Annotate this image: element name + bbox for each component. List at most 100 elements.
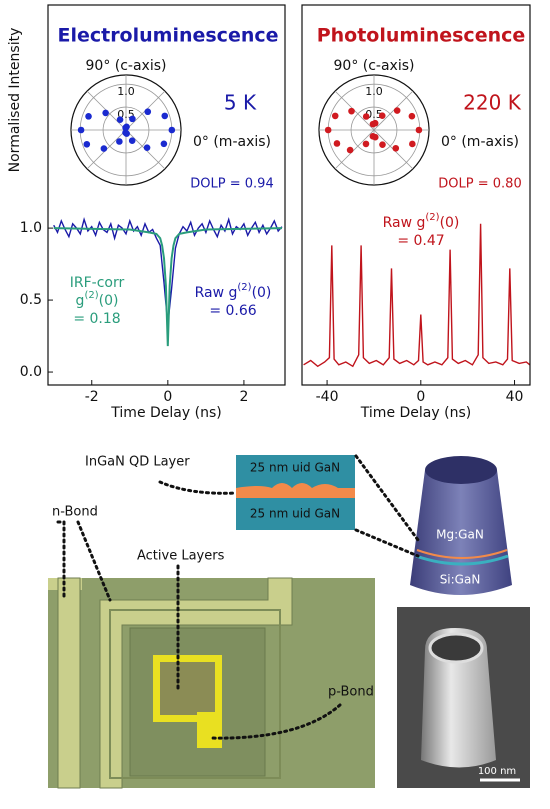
polar-tick-label: 1.0: [365, 85, 383, 98]
sem-image: 100 nm: [397, 607, 530, 788]
polar-point: [128, 137, 136, 145]
polar-point: [348, 107, 355, 115]
x-axis-label: Time Delay (ns): [360, 405, 471, 421]
annotation-text: (0): [99, 293, 119, 309]
polar-point: [160, 140, 168, 148]
data-line: [53, 227, 283, 347]
annotation-sup: (2): [425, 212, 439, 223]
y-axis-label: Normalised Intensity: [7, 28, 23, 173]
x-tick-label: 0: [163, 389, 172, 405]
leader: [158, 480, 238, 495]
polar-point: [161, 112, 169, 120]
diagram-label: InGaN QD Layer: [85, 455, 190, 470]
polar-point: [83, 140, 91, 148]
polar-point: [346, 146, 354, 154]
polar-label: 0° (m-axis): [193, 134, 271, 150]
polar-point: [362, 113, 370, 120]
polar-tick-label: 0.5: [365, 108, 383, 121]
polar-point: [393, 107, 401, 114]
chart-title: Electroluminescence: [57, 25, 278, 47]
polar-point: [123, 130, 130, 137]
polar-point: [379, 141, 386, 148]
polar-point: [333, 140, 341, 147]
annotation-text: IRF-corr: [70, 275, 125, 291]
dolp: DOLP = 0.94: [190, 177, 273, 192]
x-tick-label: 40: [506, 389, 524, 405]
leader: [354, 454, 420, 542]
polar-point: [77, 126, 85, 134]
plot-frame: [301, 4, 531, 386]
annotation: IRF-corr: [70, 275, 125, 291]
polar-ring: [102, 106, 150, 154]
polar-point: [331, 112, 339, 120]
y-tick-label: 1.0: [20, 220, 42, 236]
polar-point: [100, 145, 108, 152]
x-axis-label: Time Delay (ns): [110, 405, 221, 421]
polar-ring: [350, 106, 398, 154]
leader: [76, 520, 112, 602]
polar-point: [415, 126, 423, 134]
annotation: = 0.18: [73, 311, 120, 327]
layer-label: Mg:GaN: [436, 528, 484, 542]
annotation-text: g: [76, 293, 85, 309]
diagram-label: p-Bond: [328, 685, 374, 700]
annotation-text: Raw g: [383, 215, 426, 231]
layer-label: 25 nm uid GaN: [250, 507, 340, 521]
x-tick-label: 0: [416, 389, 425, 405]
layer-label: 25 nm uid GaN: [250, 461, 340, 475]
polar-label: 90° (c-axis): [86, 58, 167, 74]
annotation: = 0.47: [397, 233, 444, 249]
annotation: Raw g(2)(0): [383, 212, 460, 231]
polar-point: [122, 124, 129, 132]
leader: [208, 703, 342, 740]
polar-point: [168, 126, 176, 134]
x-tick-label: -40: [316, 389, 339, 405]
annotation-text: = 0.66: [209, 303, 256, 319]
polar-point: [369, 120, 377, 128]
polar-label: 90° (c-axis): [334, 58, 415, 74]
polar-spoke: [334, 90, 414, 170]
polar-point: [409, 140, 416, 148]
x-tick-label: 2: [239, 389, 248, 405]
polar-point: [392, 144, 400, 152]
polar-point: [116, 138, 123, 145]
polar-point: [102, 109, 109, 117]
annotation: = 0.66: [209, 303, 256, 319]
annotation-text: = 0.18: [73, 311, 120, 327]
diagram-label: Active Layers: [137, 549, 225, 564]
layer-stack: 25 nm uid GaN 25 nm uid GaN: [236, 455, 355, 530]
annotation: Raw g(2)(0): [195, 282, 272, 301]
micrograph: [48, 577, 375, 789]
y-tick-label: 0.0: [20, 364, 42, 380]
polar-label: 0° (m-axis): [441, 134, 519, 150]
nanopillar: Mg:GaN Si:GaN: [410, 456, 512, 595]
polar-point: [144, 108, 152, 116]
polar-point: [143, 144, 151, 151]
layer-label: Si:GaN: [440, 573, 481, 587]
polar-point: [85, 113, 92, 120]
polar-point: [362, 140, 370, 148]
diagram-label: n-Bond: [52, 505, 98, 520]
polar-point: [378, 112, 386, 120]
annotation-sup: (2): [84, 290, 98, 301]
annotation-sup: (2): [237, 282, 251, 293]
plot-frame: [47, 4, 286, 386]
polar-point: [129, 115, 136, 123]
annotation: g(2)(0): [76, 290, 119, 309]
polar-point: [408, 112, 416, 120]
polar-point: [324, 126, 332, 134]
polar-point: [116, 116, 124, 123]
leader: [56, 520, 66, 602]
annotation-text: Raw g: [195, 285, 238, 301]
x-tick-label: -2: [85, 389, 99, 405]
temperature: 5 K: [224, 91, 257, 115]
annotation-text: (0): [440, 215, 460, 231]
chart-title: Photoluminescence: [317, 25, 526, 47]
dolp: DOLP = 0.80: [438, 177, 521, 192]
annotation-text: = 0.47: [397, 233, 444, 249]
annotation-text: (0): [252, 285, 272, 301]
scale-label: 100 nm: [478, 766, 516, 777]
polar-point: [371, 133, 379, 141]
y-tick-label: 0.5: [20, 292, 42, 308]
